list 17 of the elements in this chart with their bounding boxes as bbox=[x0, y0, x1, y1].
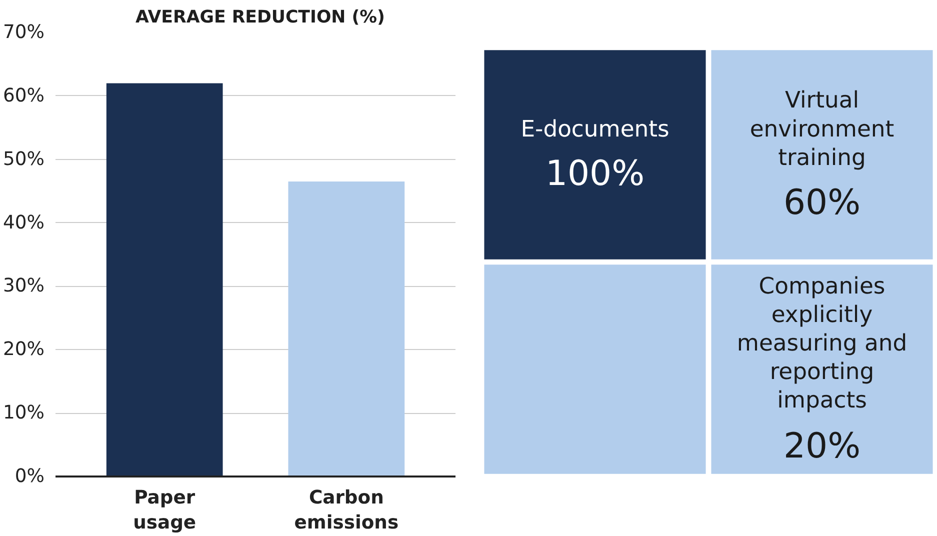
y-tick-label: 10% bbox=[3, 402, 44, 424]
y-tick-label: 0% bbox=[14, 466, 45, 487]
y-tick-label: 60% bbox=[3, 85, 44, 106]
category-label: Companies explicitly measuring and reporting impacts bbox=[736, 273, 908, 414]
category-label: Virtual environment training bbox=[750, 88, 894, 171]
y-tick-label: 20% bbox=[3, 339, 44, 360]
y-tick-label: 70% bbox=[3, 22, 44, 43]
data-label: 100% bbox=[545, 154, 645, 194]
chart-title: AVERAGE REDUCTION (%) bbox=[136, 8, 385, 28]
y-tick-label: 50% bbox=[3, 148, 44, 170]
y-tick-label: 40% bbox=[3, 212, 44, 234]
x-tick-label: Paper usage bbox=[133, 488, 196, 534]
data-label: 60% bbox=[783, 183, 861, 224]
category-label: E-documents bbox=[520, 116, 670, 143]
y-tick-label: 30% bbox=[3, 276, 44, 297]
x-tick-label: Carbon emissions bbox=[294, 488, 399, 534]
data-label: 20% bbox=[783, 426, 861, 467]
